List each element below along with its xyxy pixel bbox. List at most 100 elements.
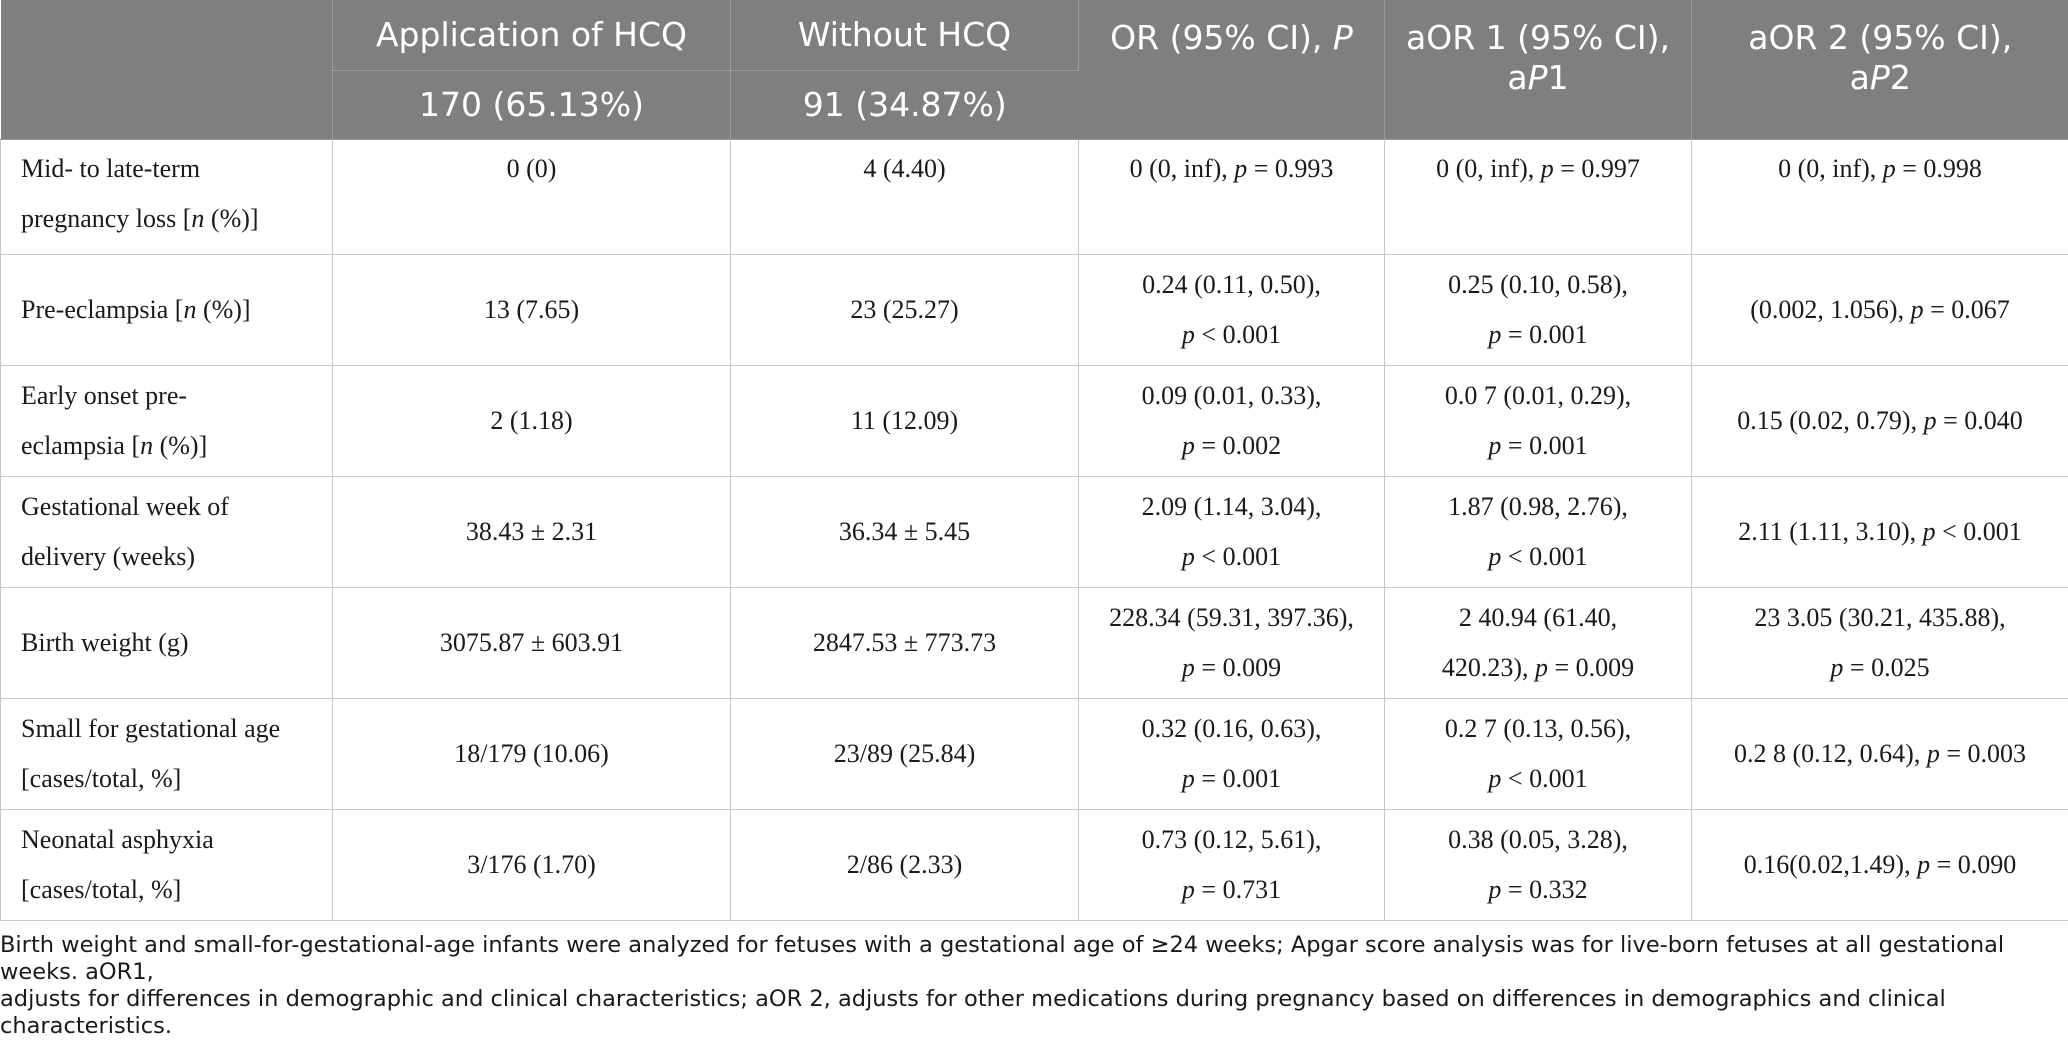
cell-aor2-p: p	[1924, 406, 1937, 435]
cell-aor1-p: p	[1488, 431, 1501, 460]
row-label-line: Gestational week of	[21, 492, 229, 521]
cell-aor1-pvalue: = 0.997	[1554, 154, 1640, 183]
cell-or-pvalue: = 0.009	[1195, 653, 1281, 682]
cell-or-value: 0 (0, inf),	[1130, 154, 1235, 183]
cell-or: 2.09 (1.14, 3.04), p < 0.001	[1079, 477, 1385, 588]
cell-aor1: 0.2 7 (0.13, 0.56), p < 0.001	[1385, 699, 1692, 810]
cell-or: 0 (0, inf), p = 0.993	[1079, 140, 1385, 255]
cell-or: 0.73 (0.12, 5.61), p = 0.731	[1079, 810, 1385, 921]
cell-aor2-value: 0.2 8 (0.12, 0.64),	[1734, 739, 1927, 768]
header-corner-cell	[1, 0, 333, 140]
row-label-line: Mid- to late-term	[21, 154, 200, 183]
cell-or: 228.34 (59.31, 397.36), p = 0.009	[1079, 588, 1385, 699]
row-label: Mid- to late-term pregnancy loss [n (%)]	[1, 140, 333, 255]
header-or: OR (95% CI), P	[1079, 0, 1385, 140]
cell-or-value: 0.09 (0.01, 0.33),	[1142, 381, 1322, 410]
cell-aor1-p: p	[1488, 764, 1501, 793]
footnote-line: Birth weight and small-for-gestational-a…	[0, 932, 2004, 985]
cell-hcq: 18/179 (10.06)	[333, 699, 731, 810]
results-table-container: Application of HCQ Without HCQ OR (95% C…	[0, 0, 2068, 921]
cell-aor1-pvalue: < 0.001	[1501, 764, 1587, 793]
cell-or-pvalue: = 0.002	[1195, 431, 1281, 460]
row-label-text: Pre-eclampsia [	[21, 295, 183, 324]
row-label-line: [cases/total, %]	[21, 764, 181, 793]
header-aor2: aOR 2 (95% CI),aP2	[1692, 0, 2068, 140]
cell-or-p: p	[1182, 320, 1195, 349]
cell-without-hcq: 2/86 (2.33)	[731, 810, 1079, 921]
cell-aor2-pvalue: = 0.090	[1930, 850, 2016, 879]
header-hcq-count: 170 (65.13%)	[333, 71, 731, 140]
cell-aor1-p: p	[1488, 875, 1501, 904]
row-label: Early onset pre-eclampsia [n (%)]	[1, 366, 333, 477]
cell-aor2-value: 23 3.05 (30.21, 435.88),	[1754, 603, 2005, 632]
cell-without-hcq: 23/89 (25.84)	[731, 699, 1079, 810]
cell-or-pvalue: = 0.001	[1195, 764, 1281, 793]
cell-aor2: 2.11 (1.11, 3.10), p < 0.001	[1692, 477, 2068, 588]
row-label-text: pregnancy loss [	[21, 204, 191, 233]
cell-without-hcq: 11 (12.09)	[731, 366, 1079, 477]
table-row: Neonatal asphyxia [cases/total, %] 3/176 …	[1, 810, 2068, 921]
row-label: Small for gestational age [cases/total, %…	[1, 699, 333, 810]
header-aor1-p: P	[1528, 58, 1548, 97]
cell-hcq: 13 (7.65)	[333, 255, 731, 366]
cell-or-value: 228.34 (59.31, 397.36),	[1109, 603, 1354, 632]
row-label: Gestational week of delivery (weeks)	[1, 477, 333, 588]
table-row: Small for gestational age [cases/total, %…	[1, 699, 2068, 810]
row-label-italic: n	[140, 431, 153, 460]
cell-hcq: 0 (0)	[333, 140, 731, 255]
header-aor2-num: 2	[1890, 58, 1911, 97]
cell-aor2-value: 0.15 (0.02, 0.79),	[1737, 406, 1923, 435]
cell-without-hcq: 36.34 ± 5.45	[731, 477, 1079, 588]
cell-aor1-pvalue: = 0.001	[1501, 431, 1587, 460]
cell-aor2-pvalue: = 0.025	[1843, 653, 1929, 682]
cell-aor1: 0.25 (0.10, 0.58),p = 0.001	[1385, 255, 1692, 366]
cell-or-pvalue: = 0.993	[1247, 154, 1333, 183]
cell-or-p: p	[1182, 542, 1195, 571]
cell-hcq: 3/176 (1.70)	[333, 810, 731, 921]
cell-or-value: 2.09 (1.14, 3.04),	[1142, 492, 1322, 521]
cell-aor2: 23 3.05 (30.21, 435.88), p = 0.025	[1692, 588, 2068, 699]
cell-aor2-value: (0.002, 1.056),	[1750, 295, 1910, 324]
cell-aor2: 0 (0, inf), p = 0.998	[1692, 140, 2068, 255]
cell-or-value: 0.73 (0.12, 5.61),	[1142, 825, 1322, 854]
cell-or: 0.09 (0.01, 0.33),p = 0.002	[1079, 366, 1385, 477]
cell-or-p: p	[1182, 875, 1195, 904]
row-label-text: (%)]	[153, 431, 207, 460]
row-label-line: delivery (weeks)	[21, 542, 195, 571]
row-label-line: Neonatal asphyxia	[21, 825, 214, 854]
cell-hcq: 3075.87 ± 603.91	[333, 588, 731, 699]
table-header: Application of HCQ Without HCQ OR (95% C…	[1, 0, 2068, 140]
cell-aor2-p: p	[1830, 653, 1843, 682]
cell-aor1-pvalue: = 0.001	[1501, 320, 1587, 349]
row-label-line: Early onset pre-	[21, 381, 187, 410]
cell-aor2-value: 2.11 (1.11, 3.10),	[1738, 517, 1922, 546]
cell-or-p: p	[1182, 653, 1195, 682]
cell-aor2-p: p	[1917, 850, 1930, 879]
header-aor2-a: a	[1850, 58, 1870, 97]
cell-aor2: 0.16(0.02,1.49), p = 0.090	[1692, 810, 2068, 921]
cell-aor2-value: 0.16(0.02,1.49),	[1744, 850, 1917, 879]
cell-aor1-value: 0.2 7 (0.13, 0.56),	[1445, 714, 1631, 743]
row-label-italic: n	[191, 204, 204, 233]
cell-aor1-value: 2 40.94 (61.40,	[1459, 603, 1617, 632]
cell-aor1: 2 40.94 (61.40,420.23), p = 0.009	[1385, 588, 1692, 699]
row-label-line: [cases/total, %]	[21, 875, 181, 904]
row-label-text: (%)]	[204, 204, 258, 233]
cell-aor2-pvalue: = 0.040	[1937, 406, 2023, 435]
row-label-line: Small for gestational age	[21, 714, 280, 743]
cell-or-value: 0.32 (0.16, 0.63),	[1142, 714, 1322, 743]
cell-aor2: (0.002, 1.056), p = 0.067	[1692, 255, 2068, 366]
cell-or-pvalue: < 0.001	[1195, 542, 1281, 571]
cell-without-hcq: 2847.53 ± 773.73	[731, 588, 1079, 699]
cell-aor1-p: p	[1488, 542, 1501, 571]
cell-aor1-p: p	[1535, 653, 1548, 682]
cell-aor1-pvalue: = 0.009	[1548, 653, 1634, 682]
cell-without-hcq: 23 (25.27)	[731, 255, 1079, 366]
cell-or-pvalue: = 0.731	[1195, 875, 1281, 904]
cell-aor1-pvalue: < 0.001	[1501, 542, 1587, 571]
cell-or: 0.32 (0.16, 0.63),p = 0.001	[1079, 699, 1385, 810]
header-aor1-a: a	[1507, 58, 1527, 97]
cell-without-hcq: 4 (4.40)	[731, 140, 1079, 255]
